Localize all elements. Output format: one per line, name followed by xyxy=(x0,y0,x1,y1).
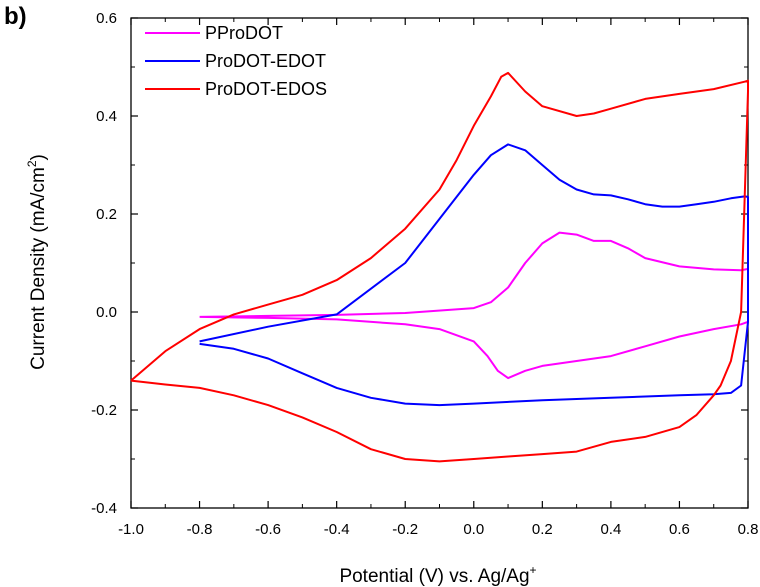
x-tick-label: -0.4 xyxy=(324,521,350,538)
y-tick-label: 0.4 xyxy=(96,108,117,125)
axes: -1.0 -0.8 -0.6 -0.4 -0.2 0.0 0.2 0.4 0.6 0.8 -0.4 -… xyxy=(91,10,758,538)
y-tick-label: -0.4 xyxy=(91,500,117,517)
y-tick-label: 0.0 xyxy=(96,304,117,321)
x-axis-title: Potential (V) vs. Ag/Ag+ xyxy=(339,563,536,587)
x-axis-title-main: Potential (V) vs. Ag/Ag xyxy=(339,566,529,587)
x-tick-label: 0.8 xyxy=(738,521,759,538)
x-tick-label: 0.0 xyxy=(463,521,484,538)
legend-label-prodot-edos: ProDOT-EDOS xyxy=(205,79,327,99)
y-axis-title: Current Density (mA/cm2) xyxy=(25,154,49,370)
x-axis-title-superscript: + xyxy=(530,563,537,577)
y-tick-label: 0.6 xyxy=(96,10,117,27)
series-line-prodot-edos xyxy=(130,71,749,463)
x-tick-label: 0.2 xyxy=(532,521,553,538)
series-line-pprodot xyxy=(199,231,749,380)
series-line-prodot-edot xyxy=(199,143,749,407)
y-axis-title-superscript: 2 xyxy=(25,160,39,167)
panel-label: b) xyxy=(4,3,27,30)
x-tick-label: -0.2 xyxy=(392,521,418,538)
y-axis-title-close: ) xyxy=(28,154,49,160)
x-tick-label: 0.4 xyxy=(600,521,621,538)
legend-label-pprodot: PProDOT xyxy=(205,23,283,43)
legend: PProDOT ProDOT-EDOT ProDOT-EDOS xyxy=(145,23,327,99)
x-tick-label: 0.6 xyxy=(669,521,690,538)
x-tick-label: -0.8 xyxy=(187,521,213,538)
y-tick-label: -0.2 xyxy=(91,402,117,419)
y-tick-label: 0.2 xyxy=(96,206,117,223)
y-axis-title-main: Current Density (mA/cm xyxy=(28,167,49,370)
x-tick-label: -1.0 xyxy=(118,521,144,538)
series-lines xyxy=(130,71,749,463)
x-tick-label: -0.6 xyxy=(255,521,281,538)
legend-label-prodot-edot: ProDOT-EDOT xyxy=(205,51,326,71)
